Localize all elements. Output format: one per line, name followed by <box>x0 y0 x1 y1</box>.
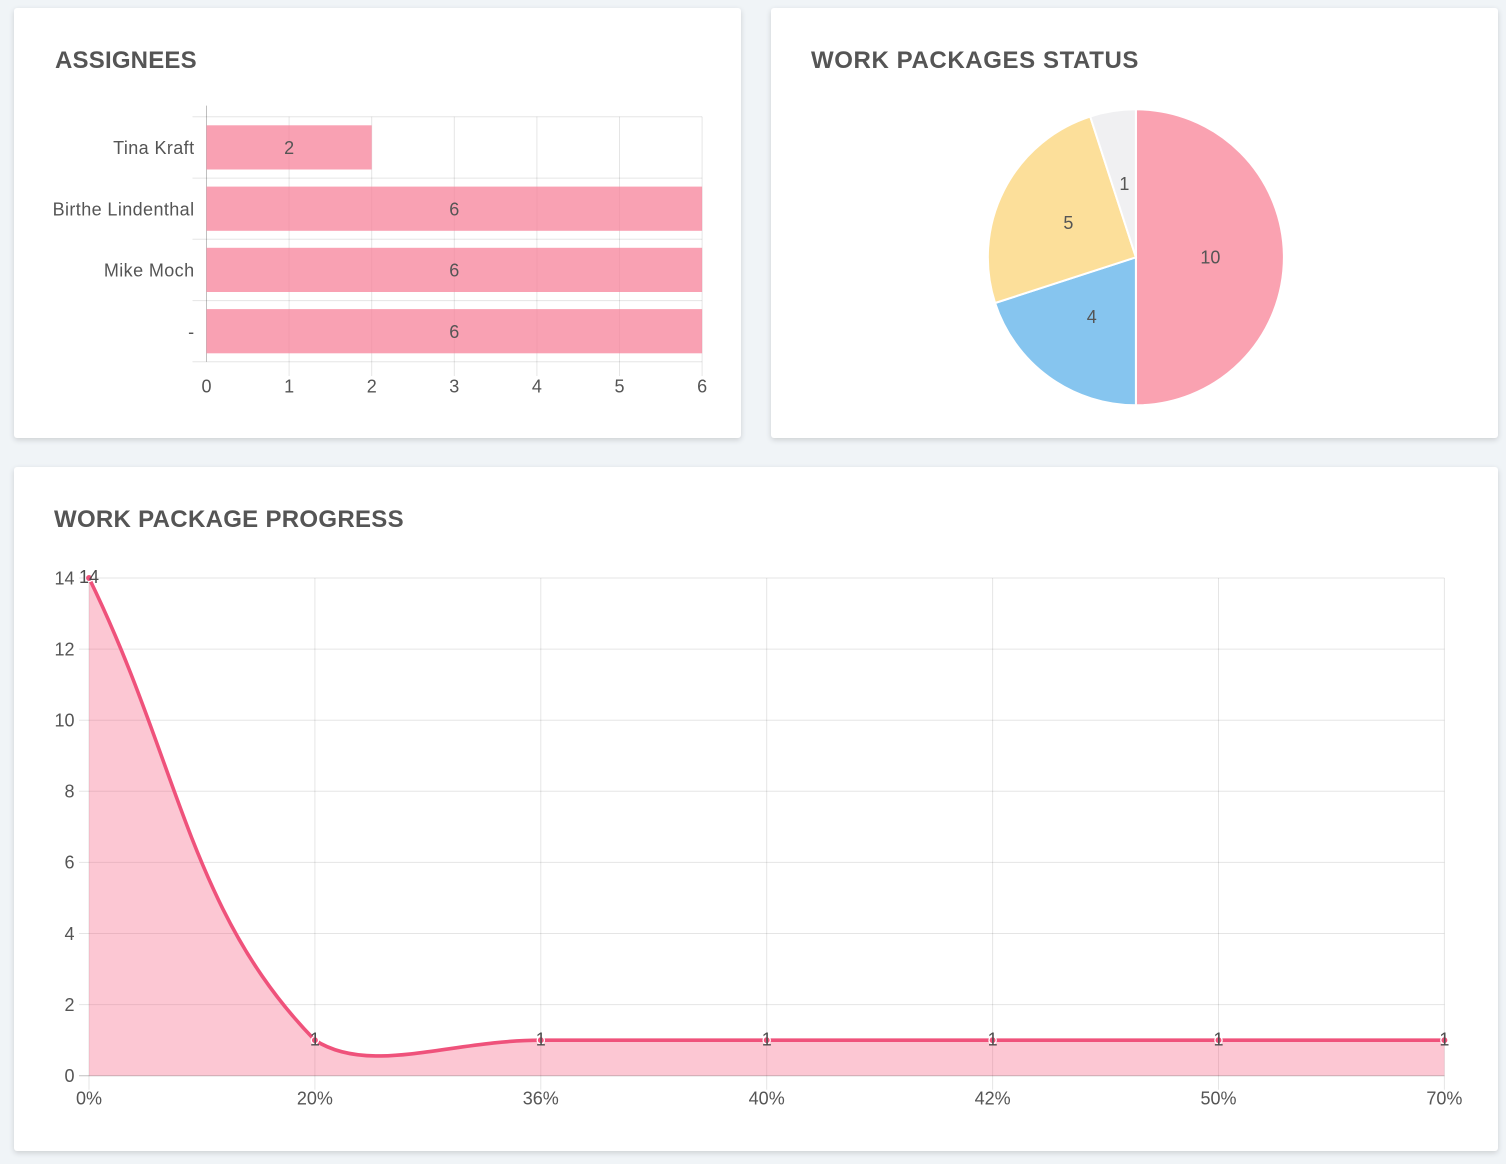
svg-text:20%: 20% <box>297 1089 333 1109</box>
svg-text:0%: 0% <box>76 1089 102 1109</box>
svg-text:0: 0 <box>64 1066 74 1086</box>
svg-text:1: 1 <box>284 377 294 397</box>
svg-text:6: 6 <box>697 377 707 397</box>
svg-text:1: 1 <box>1119 174 1129 194</box>
svg-text:4: 4 <box>64 924 74 944</box>
svg-text:0: 0 <box>201 377 211 397</box>
svg-text:10: 10 <box>1200 247 1220 267</box>
svg-text:-: - <box>188 322 194 342</box>
svg-text:42%: 42% <box>975 1089 1011 1109</box>
svg-text:1: 1 <box>1439 1029 1449 1049</box>
svg-text:36%: 36% <box>523 1089 559 1109</box>
svg-text:3: 3 <box>449 377 459 397</box>
svg-text:6: 6 <box>449 199 459 219</box>
svg-text:Birthe Lindenthal: Birthe Lindenthal <box>53 199 195 219</box>
svg-text:1: 1 <box>988 1029 998 1049</box>
svg-text:6: 6 <box>449 261 459 281</box>
svg-text:10: 10 <box>54 711 74 731</box>
svg-text:1: 1 <box>1213 1029 1223 1049</box>
svg-text:Mike Moch: Mike Moch <box>104 261 195 281</box>
svg-text:1: 1 <box>310 1029 320 1049</box>
svg-text:5: 5 <box>614 377 624 397</box>
svg-text:6: 6 <box>449 322 459 342</box>
svg-text:6: 6 <box>64 853 74 873</box>
svg-text:8: 8 <box>64 782 74 802</box>
svg-text:4: 4 <box>1087 307 1097 327</box>
svg-text:50%: 50% <box>1200 1089 1236 1109</box>
svg-text:12: 12 <box>54 639 74 659</box>
svg-text:2: 2 <box>367 377 377 397</box>
svg-text:Tina Kraft: Tina Kraft <box>113 138 194 158</box>
svg-text:2: 2 <box>64 995 74 1015</box>
svg-text:1: 1 <box>536 1029 546 1049</box>
svg-text:5: 5 <box>1063 213 1073 233</box>
svg-text:14: 14 <box>79 567 99 587</box>
svg-text:14: 14 <box>54 568 74 588</box>
svg-text:4: 4 <box>532 377 542 397</box>
svg-text:40%: 40% <box>749 1089 785 1109</box>
svg-text:1: 1 <box>762 1029 772 1049</box>
svg-text:70%: 70% <box>1426 1089 1462 1109</box>
svg-text:2: 2 <box>284 138 294 158</box>
